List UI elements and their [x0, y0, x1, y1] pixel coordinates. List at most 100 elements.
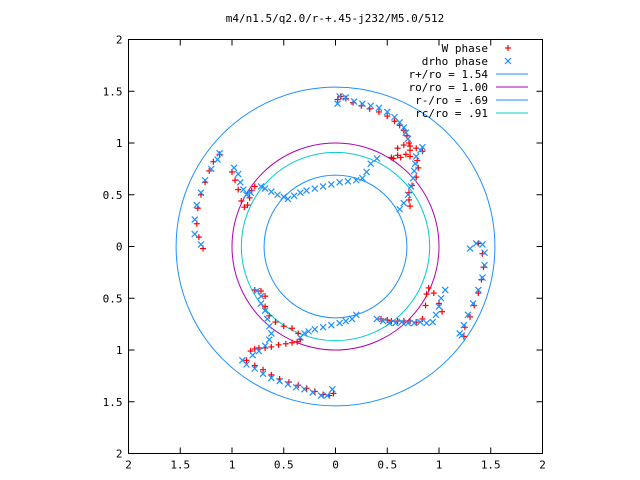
y-tick-label: 0.5 [103, 189, 123, 202]
legend-label: drho phase [422, 55, 488, 68]
drho-phase-point [267, 188, 275, 196]
drho-phase-point [458, 332, 466, 339]
drho-phase-point [257, 292, 265, 300]
drho-phase-point [404, 191, 412, 199]
w-phase-point [425, 284, 432, 291]
drho-phase-point [429, 318, 437, 326]
w-phase-point [419, 315, 426, 322]
drho-phase-point [367, 102, 375, 110]
drho-phase-point [261, 185, 269, 192]
drho-phase-point [276, 377, 284, 385]
legend-entry: rc/ro = .91 [415, 107, 528, 120]
drho-phase-point [267, 330, 275, 337]
drho-phase-point [257, 183, 265, 190]
w-phase-point [330, 390, 337, 397]
drho-phase-point [469, 300, 477, 307]
legend-label: rc/ro = .91 [415, 107, 488, 120]
drho-phase-point [301, 385, 308, 393]
drho-phase-point [230, 164, 238, 172]
drho-phase-point [201, 176, 209, 184]
w-phase-point [394, 152, 401, 159]
drho-phase-point [437, 294, 445, 302]
w-phase-point [402, 151, 409, 158]
w-phase-point [414, 157, 421, 164]
w-phase-point [244, 202, 251, 209]
drho-phase-point [303, 187, 310, 195]
w-phase-point [251, 362, 258, 369]
drho-phase-point [319, 183, 327, 190]
drho-phase-point [342, 317, 350, 325]
w-phase-point [289, 339, 296, 346]
w-phase-point [275, 341, 282, 348]
drho-phase-point [238, 356, 246, 364]
w-phase-point [280, 323, 287, 330]
drho-phase-point [367, 160, 375, 168]
drho-phase-point [466, 245, 474, 252]
drho-phase-point [441, 286, 449, 294]
drho-phase-point [253, 287, 261, 295]
w-phase-point [471, 302, 478, 309]
drho-phase-point [464, 311, 472, 319]
w-phase-point [241, 204, 248, 211]
w-phase-point [390, 155, 397, 162]
x-tick-label: 0.5 [274, 459, 294, 472]
drho-phase-point [342, 94, 350, 101]
drho-phase-point [336, 178, 344, 186]
radius-circles [175, 86, 496, 407]
drho-phase-point [236, 178, 244, 186]
drho-phase-point [327, 321, 335, 329]
drho-phase-point [391, 113, 398, 121]
legend-label: r-/ro = .69 [415, 94, 488, 107]
drho-phase-point [410, 167, 418, 175]
drho-phase-point [383, 108, 391, 116]
drho-phase-point [435, 303, 443, 310]
drho-phase-point [284, 380, 292, 388]
w-phase-point [413, 319, 420, 326]
drho-phase-point [481, 249, 488, 257]
drho-phase-point [379, 317, 387, 325]
drho-phase-point [309, 389, 317, 396]
radius-circle [175, 86, 496, 407]
drho-phase-point [412, 153, 420, 160]
drho-phase-point [411, 160, 419, 168]
x-tick-label: 1 [436, 459, 443, 472]
drho-phase-point [261, 342, 269, 350]
drho-phase-point [319, 323, 327, 331]
x-tick-label: 0 [332, 459, 339, 472]
drho-phase-point [358, 174, 366, 182]
drho-phase-point [479, 241, 486, 248]
drho-phase-point [373, 155, 381, 162]
w-phase-point [337, 93, 344, 100]
drho-phase-point [261, 307, 269, 315]
drho-phase-point [400, 199, 408, 207]
w-phase-point [405, 140, 412, 146]
drho-phase-point [274, 191, 281, 199]
drho-phase-point [239, 186, 247, 193]
drho-phase-point [410, 319, 418, 327]
w-phase-point [232, 177, 239, 184]
y-tick-label: 0 [116, 241, 123, 254]
drho-phase-point [373, 315, 381, 323]
w-phase-point [397, 154, 404, 161]
w-phase-point [422, 302, 429, 309]
drho-phase-point [214, 156, 221, 163]
drho-phase-point [392, 319, 399, 327]
x-tick-label: 1.5 [170, 459, 190, 472]
drho-phase-point [336, 319, 344, 327]
w-phase-point [251, 183, 258, 190]
w-phase-point [407, 153, 414, 160]
drho-phase-point [352, 311, 360, 319]
drho-phase-point [396, 205, 404, 213]
drho-phase-point [191, 216, 199, 224]
x-tick-label: 1.5 [481, 459, 501, 472]
y-tick-label: 1.5 [103, 396, 123, 409]
w-phase-point [407, 143, 414, 150]
w-phase-point [480, 264, 487, 271]
w-phase-point [407, 203, 414, 210]
drho-phase-point [257, 300, 265, 307]
drho-phase-point [402, 129, 410, 137]
drho-phase-point [234, 170, 242, 178]
w-phase-point [268, 343, 275, 350]
